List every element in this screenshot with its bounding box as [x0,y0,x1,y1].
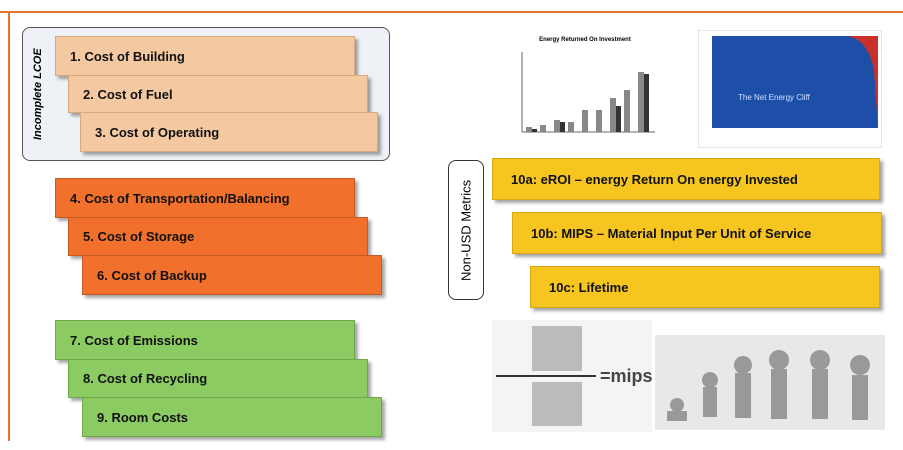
cost-box: 4. Cost of Transportation/Balancing [55,178,355,218]
mips-image: =mips [492,320,652,432]
metrics-label: Non-USD Metrics [448,160,484,300]
image-title: The Net Energy Cliff [738,93,811,102]
metric-box: 10c: Lifetime [530,266,880,308]
image-title: Energy Returned On Investment [539,37,631,43]
top-rule [0,11,903,13]
mips-formula: =mips [600,366,652,386]
lcoe-label: Incomplete LCOE [32,48,44,140]
cost-box: 6. Cost of Backup [82,255,382,295]
metric-box: 10b: MIPS – Material Input Per Unit of S… [512,212,882,254]
cost-box: 7. Cost of Emissions [55,320,355,360]
cost-box: 1. Cost of Building [55,36,355,76]
cost-box: 9. Room Costs [82,397,382,437]
metric-box: 10a: eROI – energy Return On energy Inve… [492,158,880,200]
cost-box: 5. Cost of Storage [68,217,368,256]
net-energy-image: The Net Energy Cliff [698,30,882,148]
left-rule [8,11,10,441]
cost-box: 2. Cost of Fuel [68,75,368,113]
cost-box: 8. Cost of Recycling [68,359,368,398]
eroi-chart-image: Energy Returned On Investment [500,32,660,150]
cost-box: 3. Cost of Operating [80,112,378,152]
lifetime-image [655,335,885,430]
